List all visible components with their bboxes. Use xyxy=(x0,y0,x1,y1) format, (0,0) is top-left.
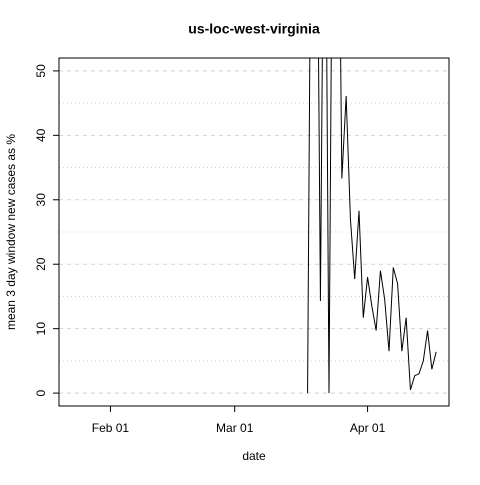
chart-title: us-loc-west-virginia xyxy=(188,21,320,37)
plot-frame xyxy=(58,57,450,407)
data-line xyxy=(307,58,437,394)
x-tick-label: Apr 01 xyxy=(350,421,386,435)
x-tick-label: Mar 01 xyxy=(216,421,254,435)
x-tick-label: Feb 01 xyxy=(92,421,130,435)
y-tick-label: 20 xyxy=(34,257,48,271)
plot-area xyxy=(307,58,437,394)
y-tick-label: 0 xyxy=(34,389,48,396)
y-tick-label: 30 xyxy=(34,193,48,207)
x-axis-label: date xyxy=(242,449,266,463)
y-tick-label: 50 xyxy=(34,64,48,78)
y-tick-label: 40 xyxy=(34,128,48,142)
y-axis-label: mean 3 day window new cases as % xyxy=(4,134,18,330)
y-tick-label: 10 xyxy=(34,322,48,336)
